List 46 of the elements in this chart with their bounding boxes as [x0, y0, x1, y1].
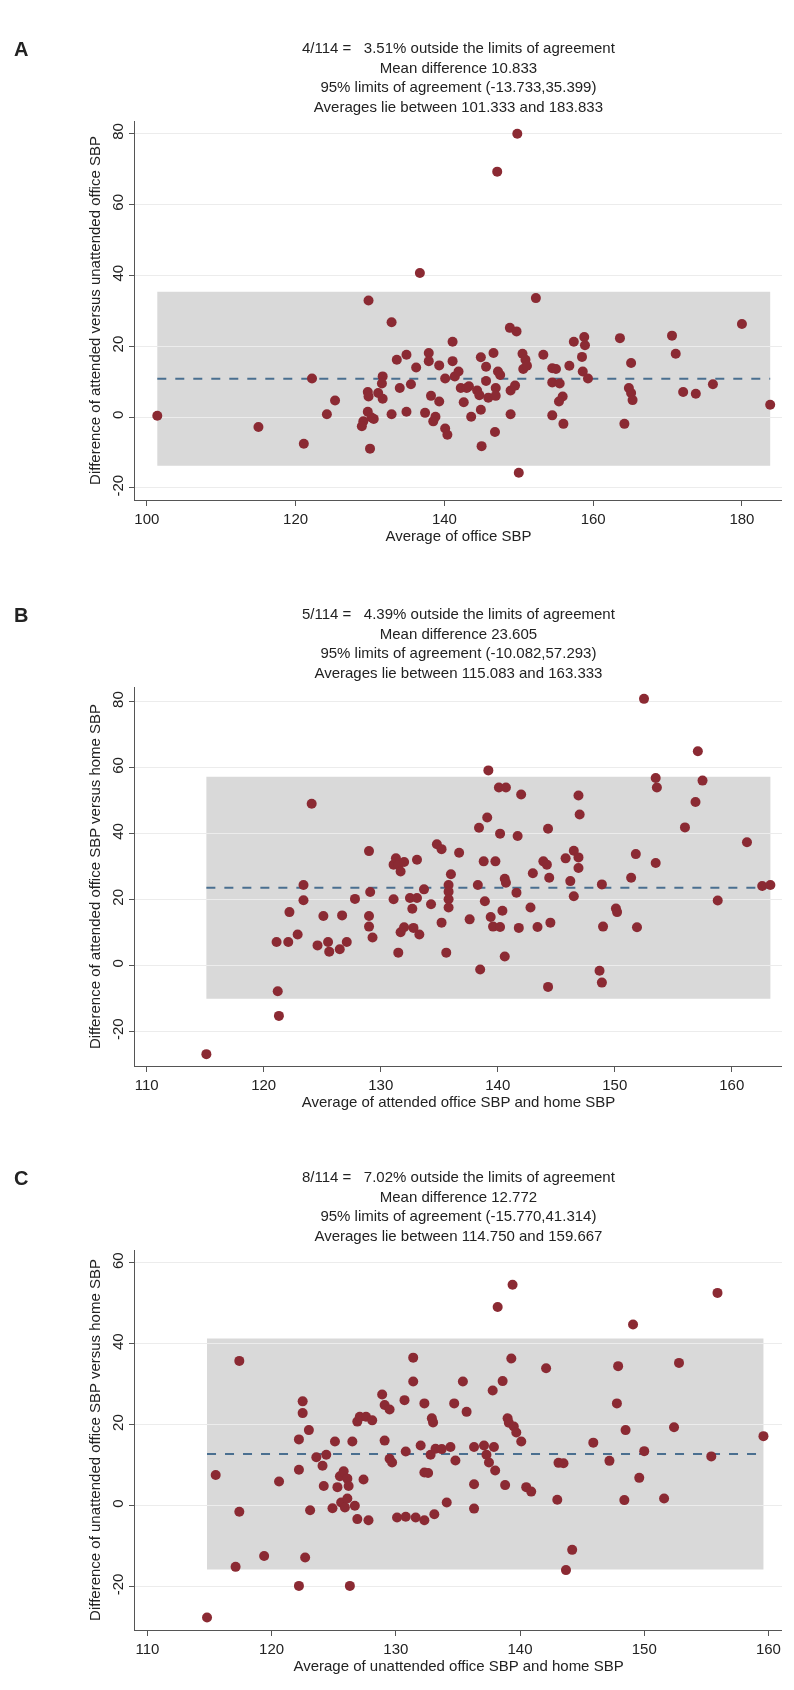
- x-tick-label: 140: [485, 1076, 511, 1093]
- x-tick-label: 110: [134, 1076, 159, 1093]
- text: B: [14, 604, 29, 626]
- y-tick-label: 20: [108, 1414, 126, 1431]
- text: C: [14, 1167, 29, 1189]
- x-axis-title: Average of unattended office SBP and home SBP: [293, 1657, 624, 1674]
- y-tick-label: 0: [108, 959, 126, 968]
- chart-title: 8/114 = 7.02% outside the limits of agreement Mean difference 12.772 95% limits of agreement (-15.770,41.314) Averages lie between 114.750 and 159.667: [302, 1168, 616, 1244]
- y-tick-label: -20: [108, 1018, 126, 1040]
- y-tick-label: 0: [108, 1499, 126, 1508]
- x-tick-label: 160: [719, 1076, 745, 1093]
- y-tick-label: 60: [108, 194, 126, 211]
- x-tick-label: 160: [580, 510, 606, 527]
- y-tick-label: 80: [108, 123, 126, 140]
- y-tick-label: 20: [108, 888, 126, 906]
- y-tick-label: 80: [108, 691, 126, 708]
- x-tick-label: 150: [631, 1640, 657, 1657]
- y-tick-label: 60: [108, 757, 126, 774]
- x-tick-label: 160: [755, 1640, 781, 1657]
- y-axis-title: Difference of unattended office SBP versus home SBP: [86, 1259, 104, 1621]
- x-tick-label: 130: [368, 1076, 394, 1093]
- x-tick-label: 120: [283, 510, 309, 527]
- chart-title: 4/114 = 3.51% outside the limits of agreement Mean difference 10.833 95% limits of agreement (-13.733,35.399) Averages lie between 101.333 and 183.833: [302, 39, 616, 115]
- x-tick-label: 110: [135, 1640, 160, 1657]
- x-axis-title: Average of attended office SBP and home SBP: [301, 1093, 616, 1110]
- chart-title: 5/114 = 4.39% outside the limits of agreement Mean difference 23.605 95% limits of agreement (-10.082,57.293) Averages lie between 115.083 and 163.333: [302, 605, 616, 681]
- x-tick-label: 120: [259, 1640, 285, 1657]
- x-tick-label: 140: [507, 1640, 533, 1657]
- x-tick-label: 100: [134, 510, 160, 527]
- y-tick-label: 20: [108, 335, 126, 353]
- y-tick-label: 0: [108, 410, 126, 420]
- x-tick-label: 150: [602, 1076, 628, 1093]
- y-tick-label: -20: [108, 1573, 126, 1596]
- y-tick-label: 40: [108, 1333, 126, 1350]
- y-axis-title: Difference of attended versus unattended office SBP: [86, 136, 104, 485]
- y-axis-title: Difference of attended office SBP versus home SBP: [86, 703, 104, 1050]
- x-tick-label: 140: [431, 510, 457, 527]
- x-tick-label: 130: [383, 1640, 409, 1657]
- x-tick-label: 180: [729, 510, 755, 527]
- y-tick-label: 40: [108, 823, 126, 840]
- x-axis-title: Average of office SBP: [385, 527, 532, 544]
- y-tick-label: 60: [108, 1252, 126, 1270]
- y-tick-label: 40: [108, 264, 126, 282]
- y-tick-label: -20: [108, 474, 126, 497]
- text: A: [14, 38, 29, 60]
- x-tick-label: 120: [251, 1076, 277, 1093]
